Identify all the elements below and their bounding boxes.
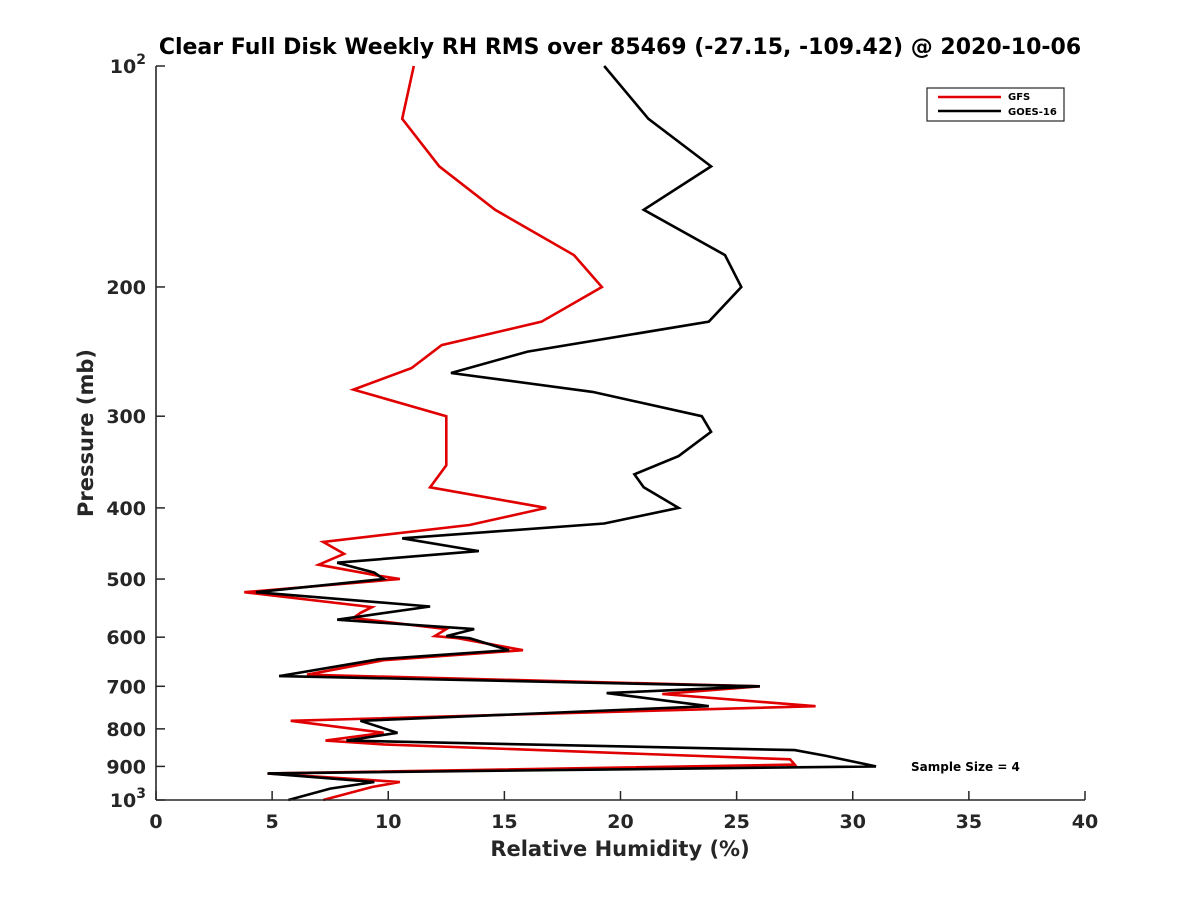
y-tick-label: 700 <box>106 676 146 698</box>
x-tick-label: 25 <box>723 811 749 833</box>
series-line-gfs <box>244 65 816 802</box>
x-tick-label: 15 <box>491 811 517 833</box>
legend: GFS GOES-16 <box>926 87 1065 122</box>
legend-label-gfs: GFS <box>1008 92 1030 103</box>
ticks: 0 5 10 15 20 25 30 35 40 102 200 300 400 500 600 700 800… <box>106 52 1098 833</box>
x-tick-label: 40 <box>1072 811 1098 833</box>
legend-box <box>926 87 1065 122</box>
x-tick-label: 10 <box>375 811 401 833</box>
y-tick-label: 800 <box>106 719 146 741</box>
x-tick-label: 0 <box>149 811 162 833</box>
y-tick-label: 600 <box>106 627 146 649</box>
y-tick-label: 500 <box>106 569 146 591</box>
plot-lines <box>244 65 877 802</box>
chart-title: Clear Full Disk Weekly RH RMS over 85469… <box>159 35 1081 60</box>
x-axis-label: Relative Humidity (%) <box>490 837 749 861</box>
y-tick-label: 103 <box>110 786 146 812</box>
x-tick-label: 30 <box>840 811 866 833</box>
x-tick-label: 20 <box>607 811 633 833</box>
legend-label-goes16: GOES-16 <box>1008 107 1057 118</box>
axes <box>155 66 1085 801</box>
series-line-goes16 <box>255 65 877 802</box>
sample-size-annotation: Sample Size = 4 <box>911 760 1020 774</box>
y-tick-label: 400 <box>106 498 146 520</box>
x-tick-label: 5 <box>266 811 279 833</box>
y-axis-label: Pressure (mb) <box>74 349 98 517</box>
y-tick-label: 300 <box>106 406 146 428</box>
x-tick-label: 35 <box>956 811 982 833</box>
y-tick-label: 900 <box>106 756 146 778</box>
y-tick-label: 200 <box>106 277 146 299</box>
y-tick-label: 102 <box>110 52 146 78</box>
